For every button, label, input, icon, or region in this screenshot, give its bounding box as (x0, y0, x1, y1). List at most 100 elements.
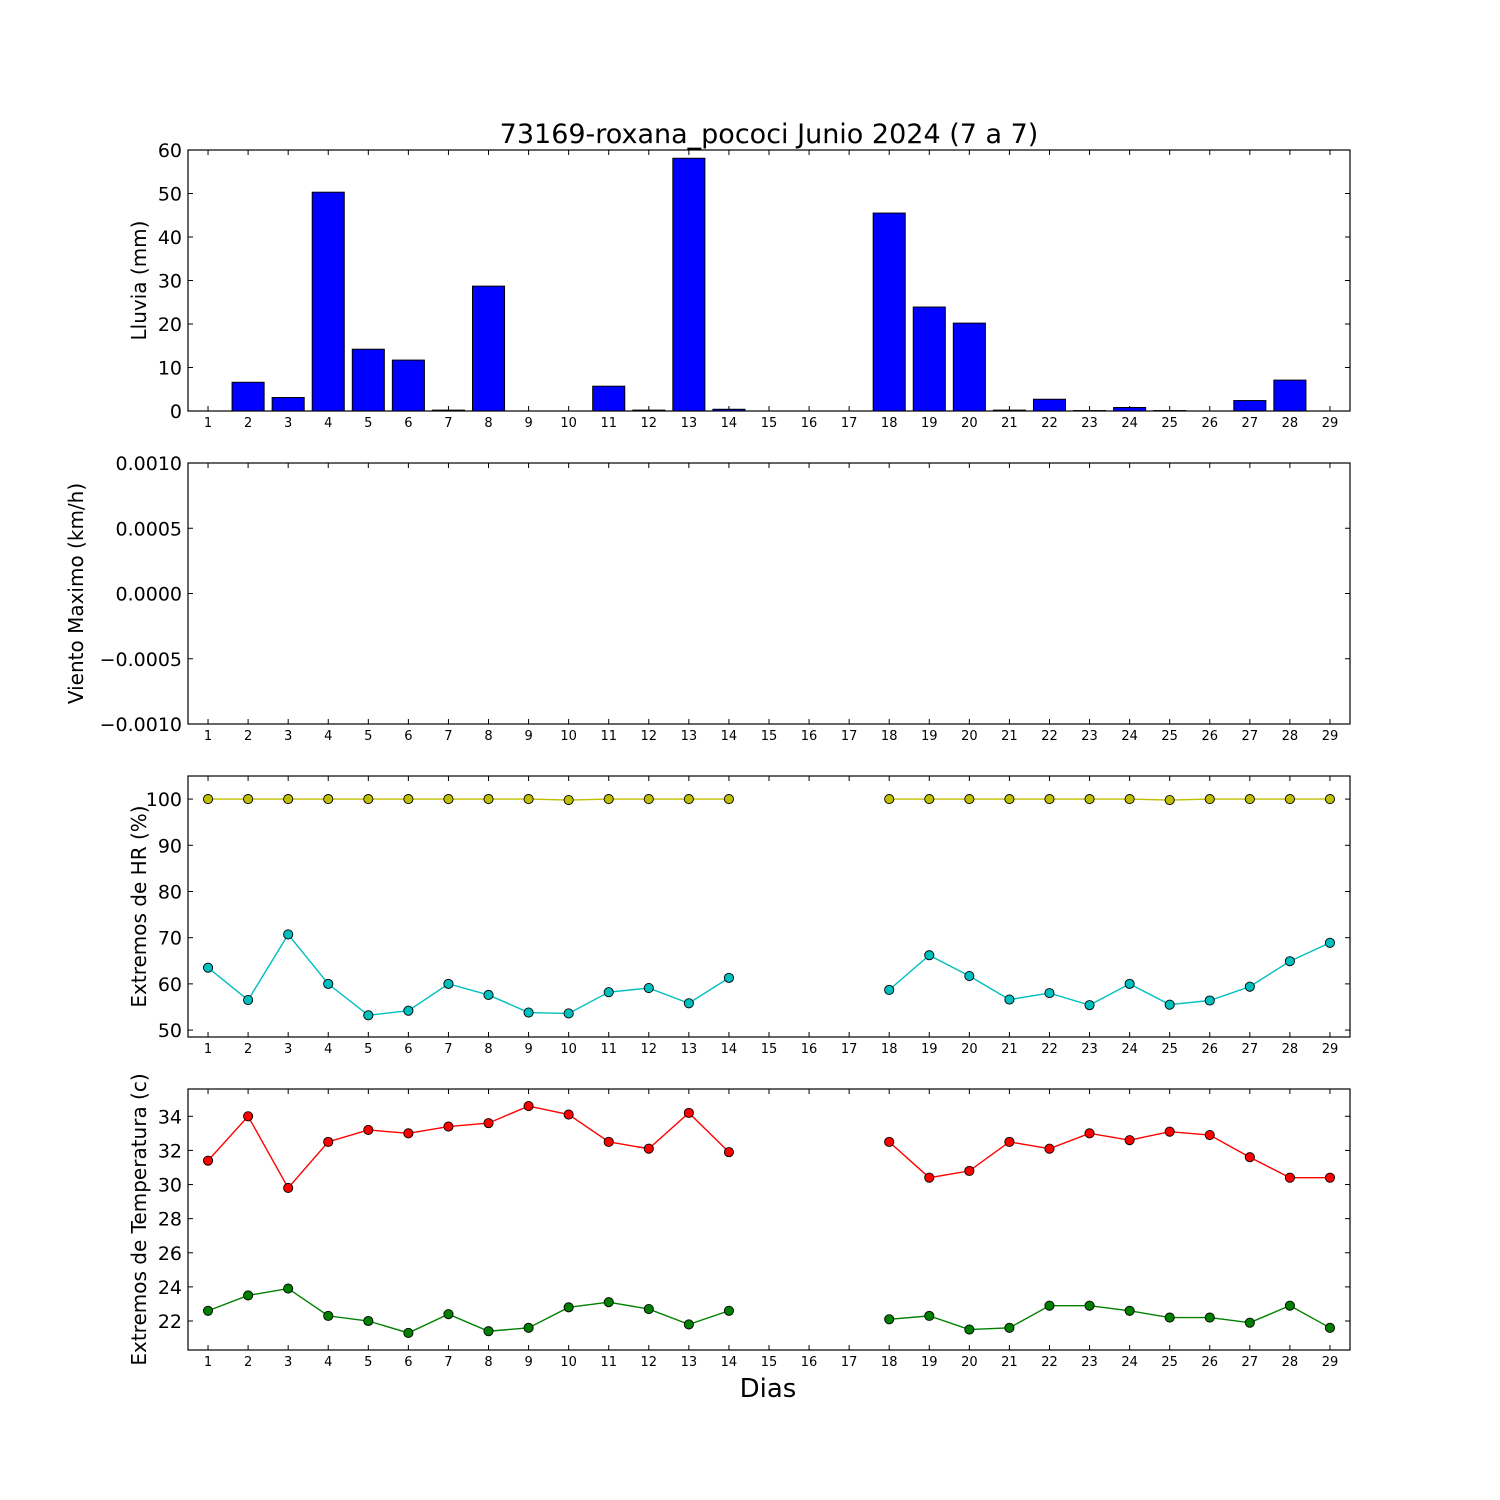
point-temperatura-1-day-10 (563, 1302, 574, 1313)
x-tick-label: 21 (1001, 1042, 1018, 1057)
point-temperatura-1-day-25 (1164, 1312, 1175, 1323)
point-hr-0-day-8 (483, 794, 494, 805)
x-tick-label: 20 (961, 729, 978, 744)
x-tick-label: 9 (524, 1042, 532, 1057)
x-tick-label: 10 (560, 729, 577, 744)
x-tick-label: 21 (1001, 416, 1018, 431)
x-tick-label: 13 (681, 729, 698, 744)
point-temperatura-0-day-20 (964, 1165, 975, 1176)
x-tick-label: 18 (881, 1042, 898, 1057)
x-tick-label: 2 (244, 1355, 252, 1370)
point-hr-0-day-3 (283, 794, 294, 805)
point-temperatura-1-day-9 (523, 1322, 534, 1333)
point-temperatura-1-day-5 (363, 1315, 374, 1327)
point-hr-1-day-24 (1124, 978, 1135, 989)
x-tick-label: 6 (404, 1042, 412, 1057)
y-axis-label: Viento Maximo (km/h) (64, 483, 88, 704)
point-hr-1-day-9 (523, 1007, 534, 1018)
point-temperatura-0-day-29 (1324, 1172, 1336, 1183)
x-tick-label: 8 (484, 1355, 492, 1370)
x-tick-label: 21 (1001, 1355, 1018, 1370)
y-tick-label: 0.0005 (116, 518, 182, 540)
y-tick-label: 100 (146, 789, 182, 811)
point-temperatura-1-day-14 (723, 1305, 734, 1316)
point-temperatura-0-day-28 (1284, 1172, 1295, 1183)
x-tick-label: 25 (1161, 1042, 1178, 1057)
x-tick-label: 24 (1121, 1355, 1138, 1370)
point-temperatura-1-day-21 (1004, 1322, 1015, 1333)
point-temperatura-1-day-2 (243, 1290, 254, 1301)
x-tick-label: 27 (1242, 1042, 1259, 1057)
y-tick-label: 28 (158, 1209, 182, 1231)
point-hr-1-day-21 (1004, 994, 1015, 1005)
x-tick-label: 14 (721, 1042, 738, 1057)
x-tick-label: 10 (560, 416, 577, 431)
point-temperatura-1-day-27 (1244, 1317, 1255, 1328)
point-temperatura-1-day-7 (443, 1309, 454, 1320)
x-tick-label: 22 (1041, 1042, 1058, 1057)
x-tick-label: 6 (404, 416, 412, 431)
series-line-temperatura-1 (207, 1287, 730, 1334)
x-tick-label: 4 (324, 1355, 332, 1370)
point-hr-1-day-7 (443, 978, 454, 989)
point-hr-1-day-8 (483, 989, 494, 1001)
y-tick-label: 22 (158, 1311, 182, 1333)
x-tick-label: 1 (204, 729, 212, 744)
point-temperatura-0-day-22 (1044, 1143, 1055, 1154)
y-tick-label: −0.0010 (100, 714, 182, 736)
x-tick-label: 9 (524, 729, 532, 744)
point-hr-1-day-26 (1204, 995, 1215, 1006)
x-tick-label: 12 (641, 416, 658, 431)
point-hr-0-day-2 (243, 794, 254, 805)
point-hr-0-day-22 (1044, 794, 1055, 805)
y-axis-label: Extremos de HR (%) (127, 805, 151, 1007)
x-tick-label: 14 (721, 1355, 738, 1370)
point-temperatura-1-day-29 (1324, 1322, 1336, 1333)
x-tick-label: 25 (1161, 416, 1178, 431)
x-tick-label: 4 (324, 1042, 332, 1057)
series-line-temperatura-1 (889, 1304, 1331, 1331)
x-tick-label: 15 (761, 1355, 778, 1370)
point-hr-0-day-1 (202, 794, 214, 805)
point-hr-0-day-4 (323, 794, 334, 805)
point-hr-0-day-14 (723, 794, 734, 805)
x-tick-label: 28 (1282, 1355, 1299, 1370)
chart-title: 73169-roxana_pococi Junio 2024 (7 a 7) (500, 119, 1039, 150)
x-tick-label: 7 (444, 1042, 452, 1057)
x-tick-label: 8 (484, 416, 492, 431)
point-hr-0-day-18 (884, 794, 895, 805)
point-hr-0-day-20 (964, 794, 975, 805)
point-temperatura-1-day-26 (1204, 1312, 1215, 1323)
x-tick-label: 29 (1322, 416, 1339, 431)
point-temperatura-1-day-11 (603, 1297, 614, 1308)
rain-bar-day-7 (431, 409, 465, 412)
x-tick-label: 24 (1121, 1042, 1138, 1057)
point-hr-0-day-10 (563, 794, 574, 806)
x-tick-label: 5 (364, 1042, 372, 1057)
x-tick-label: 19 (921, 1042, 938, 1057)
x-tick-label: 17 (841, 729, 858, 744)
point-temperatura-1-day-6 (403, 1327, 414, 1338)
x-tick-label: 5 (364, 416, 372, 431)
point-temperatura-1-day-24 (1124, 1305, 1135, 1316)
y-tick-label: 0.0010 (116, 453, 182, 475)
point-hr-0-day-7 (443, 794, 454, 805)
series-line-hr-1 (888, 942, 1331, 1006)
point-temperatura-0-day-23 (1084, 1128, 1095, 1139)
rain-bar-day-3 (271, 397, 305, 412)
x-tick-label: 6 (404, 729, 412, 744)
y-tick-label: 24 (158, 1277, 182, 1299)
point-temperatura-0-day-24 (1124, 1135, 1135, 1146)
x-tick-label: 23 (1081, 1355, 1098, 1370)
series-line-temperatura-0 (207, 1105, 730, 1190)
point-hr-1-day-25 (1164, 999, 1175, 1010)
point-hr-0-day-5 (363, 794, 374, 805)
y-tick-label: 0 (170, 401, 182, 423)
y-tick-label: 40 (158, 227, 182, 249)
point-hr-1-day-23 (1084, 1000, 1095, 1011)
x-tick-label: 27 (1242, 1355, 1259, 1370)
x-tick-label: 23 (1081, 729, 1098, 744)
point-hr-1-day-13 (683, 998, 694, 1009)
point-hr-1-day-14 (723, 972, 734, 983)
x-tick-label: 12 (641, 1042, 658, 1057)
